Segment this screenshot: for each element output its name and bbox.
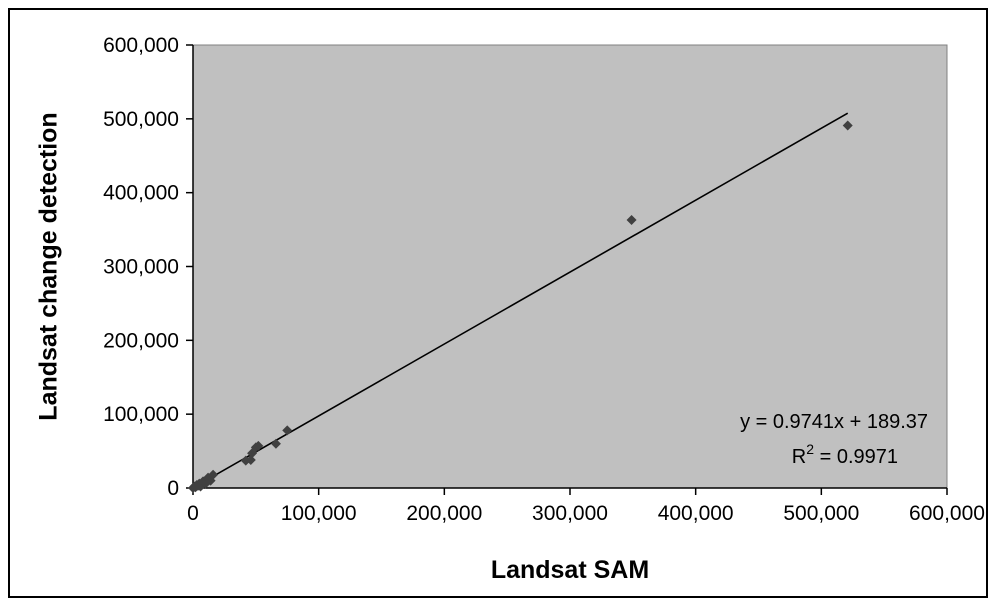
data-point: [247, 448, 258, 459]
trendline-group: [192, 112, 849, 489]
r-squared-superscript: 2: [806, 441, 814, 457]
r-squared-value: = 0.9971: [814, 446, 898, 468]
x-tick-label: 0: [187, 502, 199, 525]
y-tick-label: 400,000: [103, 182, 179, 205]
x-tick-label: 300,000: [532, 502, 608, 525]
x-tick-label: 600,000: [909, 502, 985, 525]
y-tick-label: 300,000: [103, 256, 179, 279]
y-tick-label: 200,000: [103, 329, 179, 352]
r-squared-label: R2 = 0.9971: [792, 441, 898, 468]
trendline-equation: y = 0.9741x + 189.37: [740, 411, 928, 433]
trendline: [192, 112, 849, 489]
plot-area: [192, 44, 948, 489]
chart-frame: 0 100,000 200,000 300,000 400,000 500,000 600,…: [8, 8, 988, 598]
data-points: [188, 120, 853, 493]
x-tick-label: 500,000: [783, 502, 859, 525]
scatter-chart: 0 100,000 200,000 300,000 400,000 500,000 600,…: [35, 34, 985, 584]
data-point: [282, 425, 293, 436]
x-tick-label: 200,000: [406, 502, 482, 525]
x-axis-title: Landsat SAM: [491, 556, 649, 584]
y-tick-label: 600,000: [103, 34, 179, 57]
y-tick-label: 100,000: [103, 403, 179, 426]
data-point: [842, 120, 853, 131]
x-tick-label: 400,000: [658, 502, 734, 525]
data-point: [245, 454, 256, 465]
y-axis-title: Landsat change detection: [35, 112, 63, 420]
data-point: [253, 440, 264, 451]
data-point: [270, 438, 281, 449]
r-squared-prefix: R: [792, 446, 806, 468]
x-axis: 0 100,000 200,000 300,000 400,000 500,000 600,…: [187, 487, 985, 525]
y-tick-label: 500,000: [103, 108, 179, 131]
data-point: [208, 469, 219, 480]
y-tick-label: 0: [167, 477, 179, 500]
x-tick-label: 100,000: [281, 502, 357, 525]
y-axis: 0 100,000 200,000 300,000 400,000 500,000 600,…: [103, 34, 194, 500]
data-point: [626, 214, 637, 225]
